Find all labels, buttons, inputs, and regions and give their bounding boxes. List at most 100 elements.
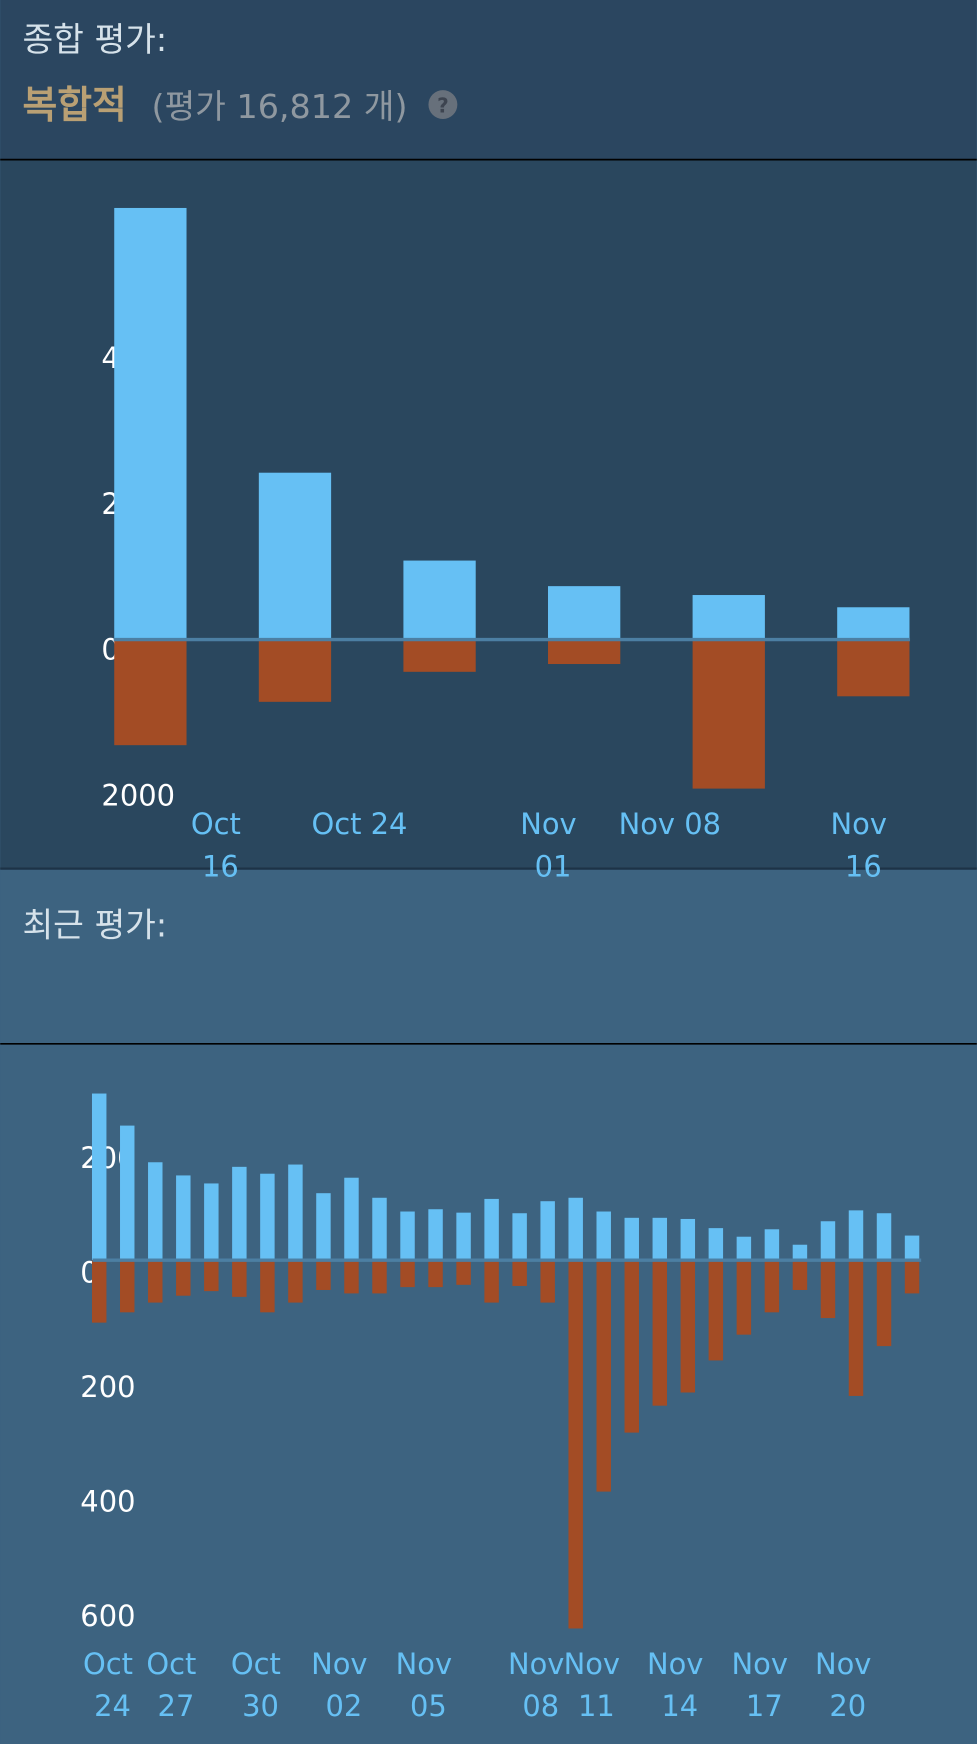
bar <box>820 1221 836 1261</box>
x-tick-label-line: 02 <box>326 1689 363 1723</box>
bar <box>792 1244 808 1261</box>
bar <box>148 1162 163 1261</box>
x-tick-label: Oct 30 <box>231 1647 290 1723</box>
bar <box>114 639 187 746</box>
bar <box>120 1125 135 1261</box>
x-tick-label: Oct 24 <box>83 1647 142 1723</box>
x-tick-label-line: 27 <box>158 1689 195 1723</box>
bar <box>792 1260 808 1290</box>
bar <box>512 1213 527 1261</box>
bar <box>316 1260 331 1290</box>
x-tick-label-line: Nov <box>732 1647 798 1681</box>
x-tick-label-line: Oct <box>231 1647 290 1681</box>
bar <box>624 1217 639 1261</box>
bar <box>596 1211 611 1261</box>
bar <box>484 1260 499 1303</box>
y-tick-label: 400 <box>80 1485 135 1519</box>
y-tick-label: 600 <box>80 1599 135 1633</box>
bar <box>624 1260 639 1433</box>
bar <box>692 639 765 789</box>
bar <box>456 1212 471 1261</box>
bar <box>204 1183 219 1261</box>
x-tick-label-line: 17 <box>746 1689 783 1723</box>
x-tick-label-line: Nov <box>815 1647 881 1681</box>
x-tick-label: Nov 08 <box>508 1647 574 1723</box>
bar <box>372 1197 387 1261</box>
bar <box>400 1211 415 1261</box>
bar <box>232 1166 247 1261</box>
x-tick-label-line: Nov <box>396 1647 462 1681</box>
x-tick-label: Nov 01 <box>520 807 586 883</box>
x-tick-label-line: 01 <box>535 849 572 883</box>
x-tick-label-line: Nov <box>508 1647 574 1681</box>
bar <box>652 1260 668 1406</box>
x-tick-label: Nov 14 <box>647 1647 713 1723</box>
bar <box>540 1201 555 1261</box>
x-tick-label-line: 14 <box>661 1689 698 1723</box>
bar <box>540 1260 555 1303</box>
x-tick-label: Nov 20 <box>815 1647 881 1723</box>
x-tick-label-line: 24 <box>94 1689 131 1723</box>
bar <box>568 1197 583 1261</box>
bar <box>876 1213 892 1261</box>
bar <box>148 1260 163 1303</box>
bar <box>232 1260 247 1297</box>
x-tick-label: Nov 16 <box>831 807 897 883</box>
x-tick-label: Nov 02 <box>311 1647 377 1723</box>
x-tick-label-line: Nov <box>520 807 586 841</box>
bar <box>680 1260 696 1393</box>
bar <box>548 639 621 665</box>
bar <box>91 1093 107 1261</box>
x-tick-label-line: 05 <box>410 1689 447 1723</box>
bar <box>512 1260 527 1286</box>
svg-text:?: ? <box>437 93 449 117</box>
bar <box>288 1260 303 1303</box>
bar <box>764 1260 780 1313</box>
help-icon[interactable]: ? <box>428 90 458 120</box>
bar <box>652 1217 668 1261</box>
x-tick-label-line: 08 <box>522 1689 559 1723</box>
bar <box>764 1229 780 1261</box>
x-tick-label-line: 30 <box>242 1689 279 1723</box>
bar <box>568 1260 583 1629</box>
bar <box>176 1175 191 1261</box>
x-tick-label-line: Nov <box>311 1647 377 1681</box>
x-tick-label-line: Oct <box>83 1647 142 1681</box>
review-count: (평가 16,812 개) <box>151 87 407 126</box>
bar <box>260 1260 275 1313</box>
bar <box>204 1260 219 1292</box>
bar <box>708 1228 724 1261</box>
x-tick-label: Oct 24 <box>312 807 408 841</box>
bar <box>736 1260 752 1335</box>
section-title: 최근 평가: <box>22 906 167 945</box>
bar <box>258 639 332 702</box>
x-tick-label-line: Nov <box>564 1647 630 1681</box>
bar <box>548 586 621 640</box>
x-tick-label-line: 11 <box>578 1689 615 1723</box>
bar <box>316 1193 331 1261</box>
x-tick-label: Oct 27 <box>146 1647 205 1723</box>
bar <box>848 1260 864 1396</box>
x-tick-label: Nov 11 <box>564 1647 630 1723</box>
rating: 복합적 <box>22 83 126 127</box>
x-tick-label-line: 16 <box>845 849 882 883</box>
overall-header-bg <box>0 0 977 160</box>
bar <box>837 639 910 697</box>
bar <box>820 1260 836 1319</box>
x-tick-label: Nov 08 <box>619 807 721 841</box>
bar <box>484 1198 499 1261</box>
recent-bg <box>0 868 977 1744</box>
bar <box>876 1260 892 1347</box>
x-tick-label-line: Nov <box>831 807 897 841</box>
bar <box>596 1260 611 1492</box>
bar <box>403 560 476 640</box>
bar <box>176 1260 191 1296</box>
bar <box>428 1209 443 1261</box>
bar <box>344 1260 359 1294</box>
bar <box>120 1260 135 1313</box>
x-tick-label-line: Oct <box>146 1647 205 1681</box>
y-tick-label: 200 <box>80 1370 135 1404</box>
bar <box>692 595 765 640</box>
bar <box>258 472 332 640</box>
